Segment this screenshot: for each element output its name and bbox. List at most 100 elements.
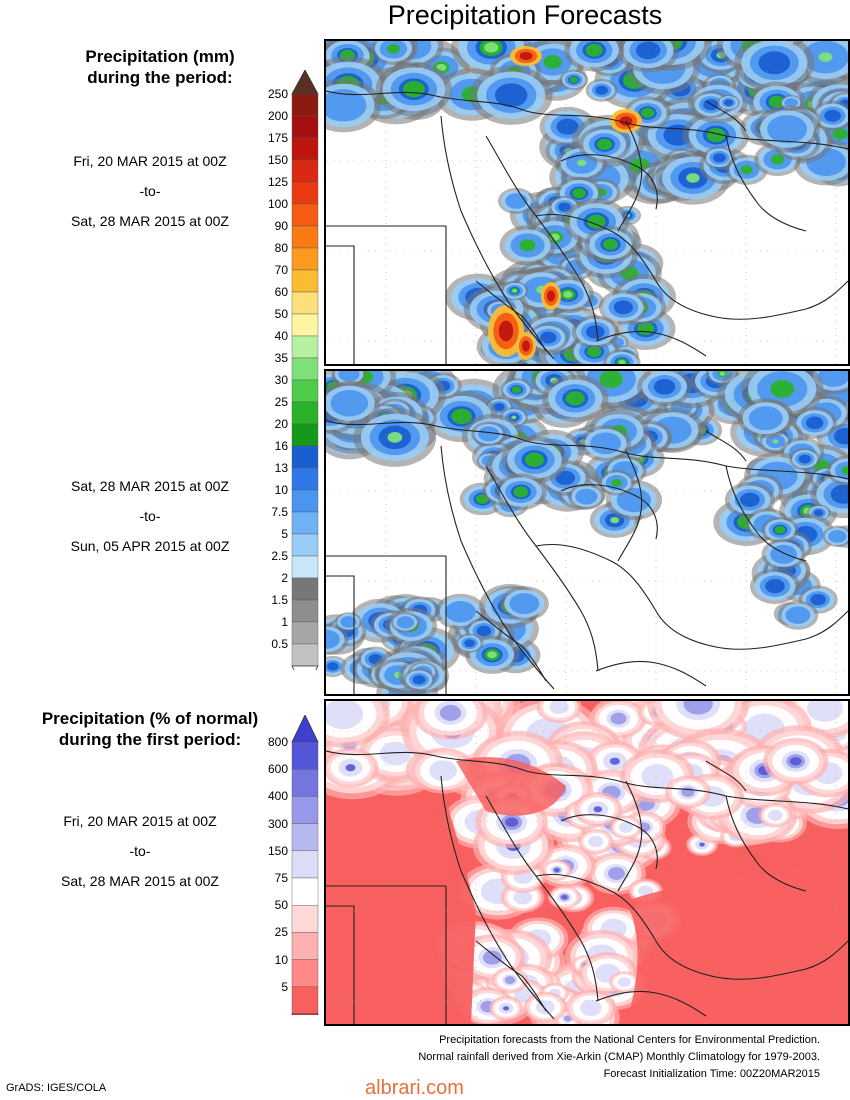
precip-field — [577, 159, 587, 167]
precip-pct-colorbar-swatch — [291, 850, 319, 879]
precip-field — [498, 320, 514, 342]
precip-mm-colorbar-label: 20 — [274, 417, 288, 431]
precip-field — [748, 406, 783, 431]
precip-mm-colorbar-swatch — [291, 203, 319, 227]
precip-field — [536, 1000, 555, 1015]
precip-mm-colorbar-label: 90 — [274, 219, 288, 233]
precip-pct-colorbar-swatch — [291, 932, 319, 960]
precip-shading — [326, 371, 848, 694]
precip-field — [640, 107, 655, 118]
precip-pct-colorbar-label: 10 — [274, 952, 288, 967]
country-border — [326, 905, 355, 1024]
period3-sep: -to- — [129, 843, 151, 859]
map-precip-period2 — [324, 369, 850, 696]
country-border — [725, 465, 807, 562]
precip-field — [805, 416, 824, 430]
precip-field — [784, 98, 798, 108]
precip-field — [807, 701, 843, 722]
precip-field — [494, 83, 528, 108]
precip-field — [814, 509, 824, 517]
country-border — [617, 780, 643, 892]
precip-field — [326, 629, 340, 649]
precip-field — [338, 371, 360, 382]
precip-mm-colorbar-swatch — [291, 247, 319, 271]
brand-watermark[interactable]: albrari.com — [365, 1077, 464, 1099]
precip-mm-colorbar-label: 40 — [274, 329, 288, 343]
precip-mm-colorbar-bottom-triangle — [291, 665, 319, 670]
precip-field — [724, 99, 733, 106]
mm-header: Precipitation (mm) during the period: — [40, 46, 280, 88]
country-border — [617, 120, 643, 232]
pct-header-line2: during the first period: — [58, 730, 242, 749]
precip-pct-colorbar-bottom-triangle — [291, 1013, 319, 1015]
country-border — [440, 775, 555, 1020]
country-border — [485, 135, 599, 342]
precip-field — [712, 153, 726, 163]
country-border — [560, 814, 658, 870]
country-border — [560, 154, 658, 210]
precip-field — [818, 52, 833, 63]
precip-field — [493, 403, 505, 412]
precip-field — [699, 842, 705, 847]
precip-field — [613, 300, 633, 315]
precip-mm-colorbar-labels: 250 200 175 150 125 100 90 80 70 60 50 40 35 30 25 20 16… — [252, 0, 290, 700]
precip-shading — [326, 41, 848, 364]
precip-mm-colorbar-swatch — [291, 269, 319, 293]
precip-field — [565, 391, 585, 406]
precip-field — [758, 51, 791, 75]
dry-zone — [326, 801, 476, 1024]
precip-field — [740, 492, 760, 507]
precip-mm-colorbar-swatch — [291, 93, 319, 117]
precip-mm-colorbar-label: 50 — [274, 307, 288, 321]
map-gridlines — [326, 701, 848, 1024]
precip-field — [445, 600, 476, 623]
precip-field — [340, 616, 357, 628]
precip-field — [484, 42, 499, 53]
precip-field — [587, 346, 602, 358]
precip-mm-colorbar-swatch — [291, 577, 319, 601]
precip-field — [770, 380, 795, 398]
precip-pct-colorbar-label: 400 — [267, 789, 288, 804]
precip-field — [554, 868, 560, 872]
precip-field — [719, 371, 726, 376]
precip-field — [607, 867, 625, 880]
precip-field — [487, 651, 497, 659]
country-border — [535, 873, 848, 980]
precip-pct-colorbar-swatch — [291, 986, 319, 1015]
precip-field — [396, 616, 415, 629]
precip-mm-colorbar-swatch — [291, 511, 319, 535]
precip-field — [476, 625, 492, 637]
precip-field — [599, 371, 623, 388]
precip-field — [828, 529, 847, 543]
precip-field — [768, 809, 783, 821]
precip-field — [616, 487, 651, 513]
precip-mm-colorbar-label: 2 — [281, 571, 288, 585]
dry-zone — [626, 861, 848, 1024]
precip-mm-colorbar-swatch — [291, 533, 319, 557]
precip-field — [683, 701, 713, 715]
period3-from: Fri, 20 MAR 2015 at 00Z — [63, 813, 217, 829]
precip-pct-colorbar — [291, 715, 319, 1015]
page-title: Precipitation Forecasts — [387, 0, 663, 30]
precip-pct-colorbar-swatch — [291, 796, 319, 824]
precip-field — [595, 85, 608, 95]
precip-field — [603, 238, 618, 251]
precip-field — [818, 371, 848, 387]
precip-field — [345, 764, 356, 772]
precip-pct-colorbar-label: 300 — [267, 816, 288, 831]
precip-mm-colorbar-label: 80 — [274, 241, 288, 255]
precip-field — [641, 764, 674, 789]
precip-field — [590, 432, 622, 455]
precip-pct-colorbar-swatch — [291, 769, 319, 797]
precip-mm-colorbar-swatch — [291, 555, 319, 579]
map-precip-period1 — [324, 39, 850, 366]
precip-pct-colorbar-label: 5 — [281, 979, 288, 994]
mm-header-line1: Precipitation (mm) — [85, 47, 235, 66]
precip-mm-colorbar-swatch — [291, 225, 319, 249]
precip-field — [785, 606, 811, 624]
precip-mm-colorbar-label: 2.5 — [271, 549, 288, 563]
precip-field — [326, 662, 339, 671]
precip-field — [635, 41, 661, 60]
precip-field — [543, 55, 562, 69]
precip-field — [513, 486, 529, 498]
